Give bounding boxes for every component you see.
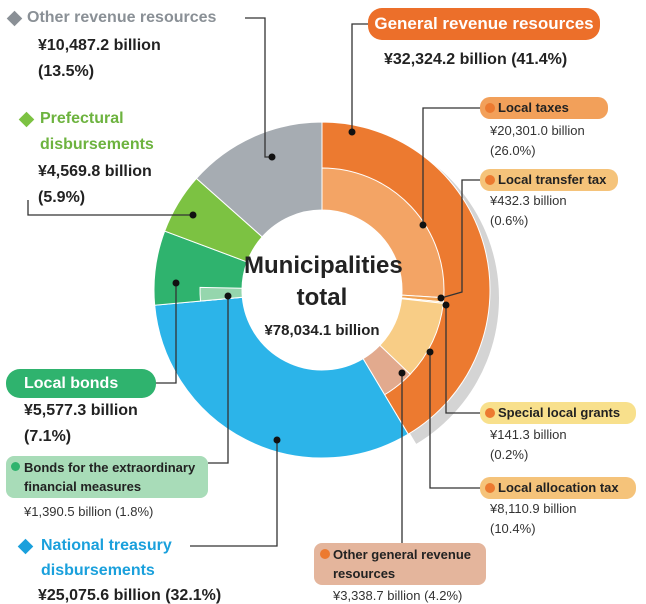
dot <box>268 153 276 161</box>
value-row: ¥25,075.6 billion (32.1%) <box>38 583 221 604</box>
label: Local allocation tax <box>480 477 636 499</box>
leader-line <box>445 305 480 414</box>
dot <box>273 436 281 444</box>
dot <box>348 128 356 136</box>
value-label: ¥20,301.0 billion <box>490 123 585 138</box>
leader-line <box>422 107 480 225</box>
dot-icon <box>320 549 330 559</box>
label: Bonds for the extraordinary financial me… <box>24 460 196 494</box>
center-title: Municipalities total <box>244 252 403 311</box>
label: Local taxes <box>480 97 608 119</box>
percent-label: (32.1%) <box>165 587 222 604</box>
value-label: ¥32,324.2 billion <box>384 51 507 68</box>
dot <box>426 348 434 356</box>
dot <box>172 279 180 287</box>
value-label: ¥8,110.9 billion <box>490 501 577 516</box>
label: Special local grants <box>480 402 636 424</box>
leader-line <box>155 283 177 384</box>
value-label: ¥1,390.5 billion <box>24 504 112 519</box>
value-label: ¥10,487.2 billion <box>38 37 161 54</box>
value-label: ¥5,577.3 billion <box>24 402 138 419</box>
center-total: ¥78,034.1 billion <box>264 322 380 339</box>
segment <box>195 121 323 238</box>
label: Other general revenue resources <box>333 547 471 581</box>
dot <box>189 211 197 219</box>
percent-label: (1.8%) <box>115 504 154 519</box>
value-label: ¥4,569.8 billion <box>38 163 152 180</box>
value-row: ¥32,324.2 billion (41.4%) <box>384 47 567 73</box>
value-label: ¥432.3 billion <box>490 193 567 208</box>
center-hole <box>242 210 402 370</box>
dot <box>442 301 450 309</box>
value-label: ¥3,338.7 billion <box>333 588 421 603</box>
leader-line <box>27 200 193 216</box>
label: Prefectural disbursements <box>40 110 154 153</box>
label: General revenue resources <box>368 8 600 40</box>
percent-label: (10.4%) <box>490 521 536 536</box>
percent-label: (0.2%) <box>490 447 529 462</box>
leader-line <box>208 296 229 464</box>
label: Local bonds <box>6 369 156 398</box>
dot <box>419 221 427 229</box>
segment <box>154 296 409 459</box>
value-row: ¥1,390.5 billion (1.8%) <box>24 502 153 522</box>
value-row: ¥3,338.7 billion (4.2%) <box>333 586 462 604</box>
leader-line <box>429 352 480 489</box>
label-box <box>314 543 486 585</box>
leader-dots <box>172 128 450 444</box>
dot-icon <box>11 462 20 471</box>
percent-label: (0.6%) <box>490 213 529 228</box>
label: National treasury disbursements <box>41 537 172 579</box>
leaders <box>27 17 480 547</box>
dot <box>224 292 232 300</box>
percent-label: (4.2%) <box>424 588 463 603</box>
value-label: ¥25,075.6 billion <box>38 587 161 604</box>
percent-label: (13.5%) <box>38 63 95 80</box>
label-box <box>6 456 208 498</box>
rings <box>153 121 500 459</box>
dot <box>437 294 445 302</box>
value-label: ¥141.3 billion <box>490 427 567 442</box>
label: Local transfer tax <box>480 169 618 191</box>
label: Other revenue resources <box>27 9 217 26</box>
percent-label: (26.0%) <box>490 143 536 158</box>
percent-label: (5.9%) <box>38 189 86 206</box>
percent-label: (7.1%) <box>24 428 72 445</box>
leader-line <box>351 23 368 132</box>
leader-line <box>440 179 480 299</box>
leader-line <box>190 440 278 547</box>
percent-label: (41.4%) <box>511 51 568 68</box>
dot <box>398 369 406 377</box>
